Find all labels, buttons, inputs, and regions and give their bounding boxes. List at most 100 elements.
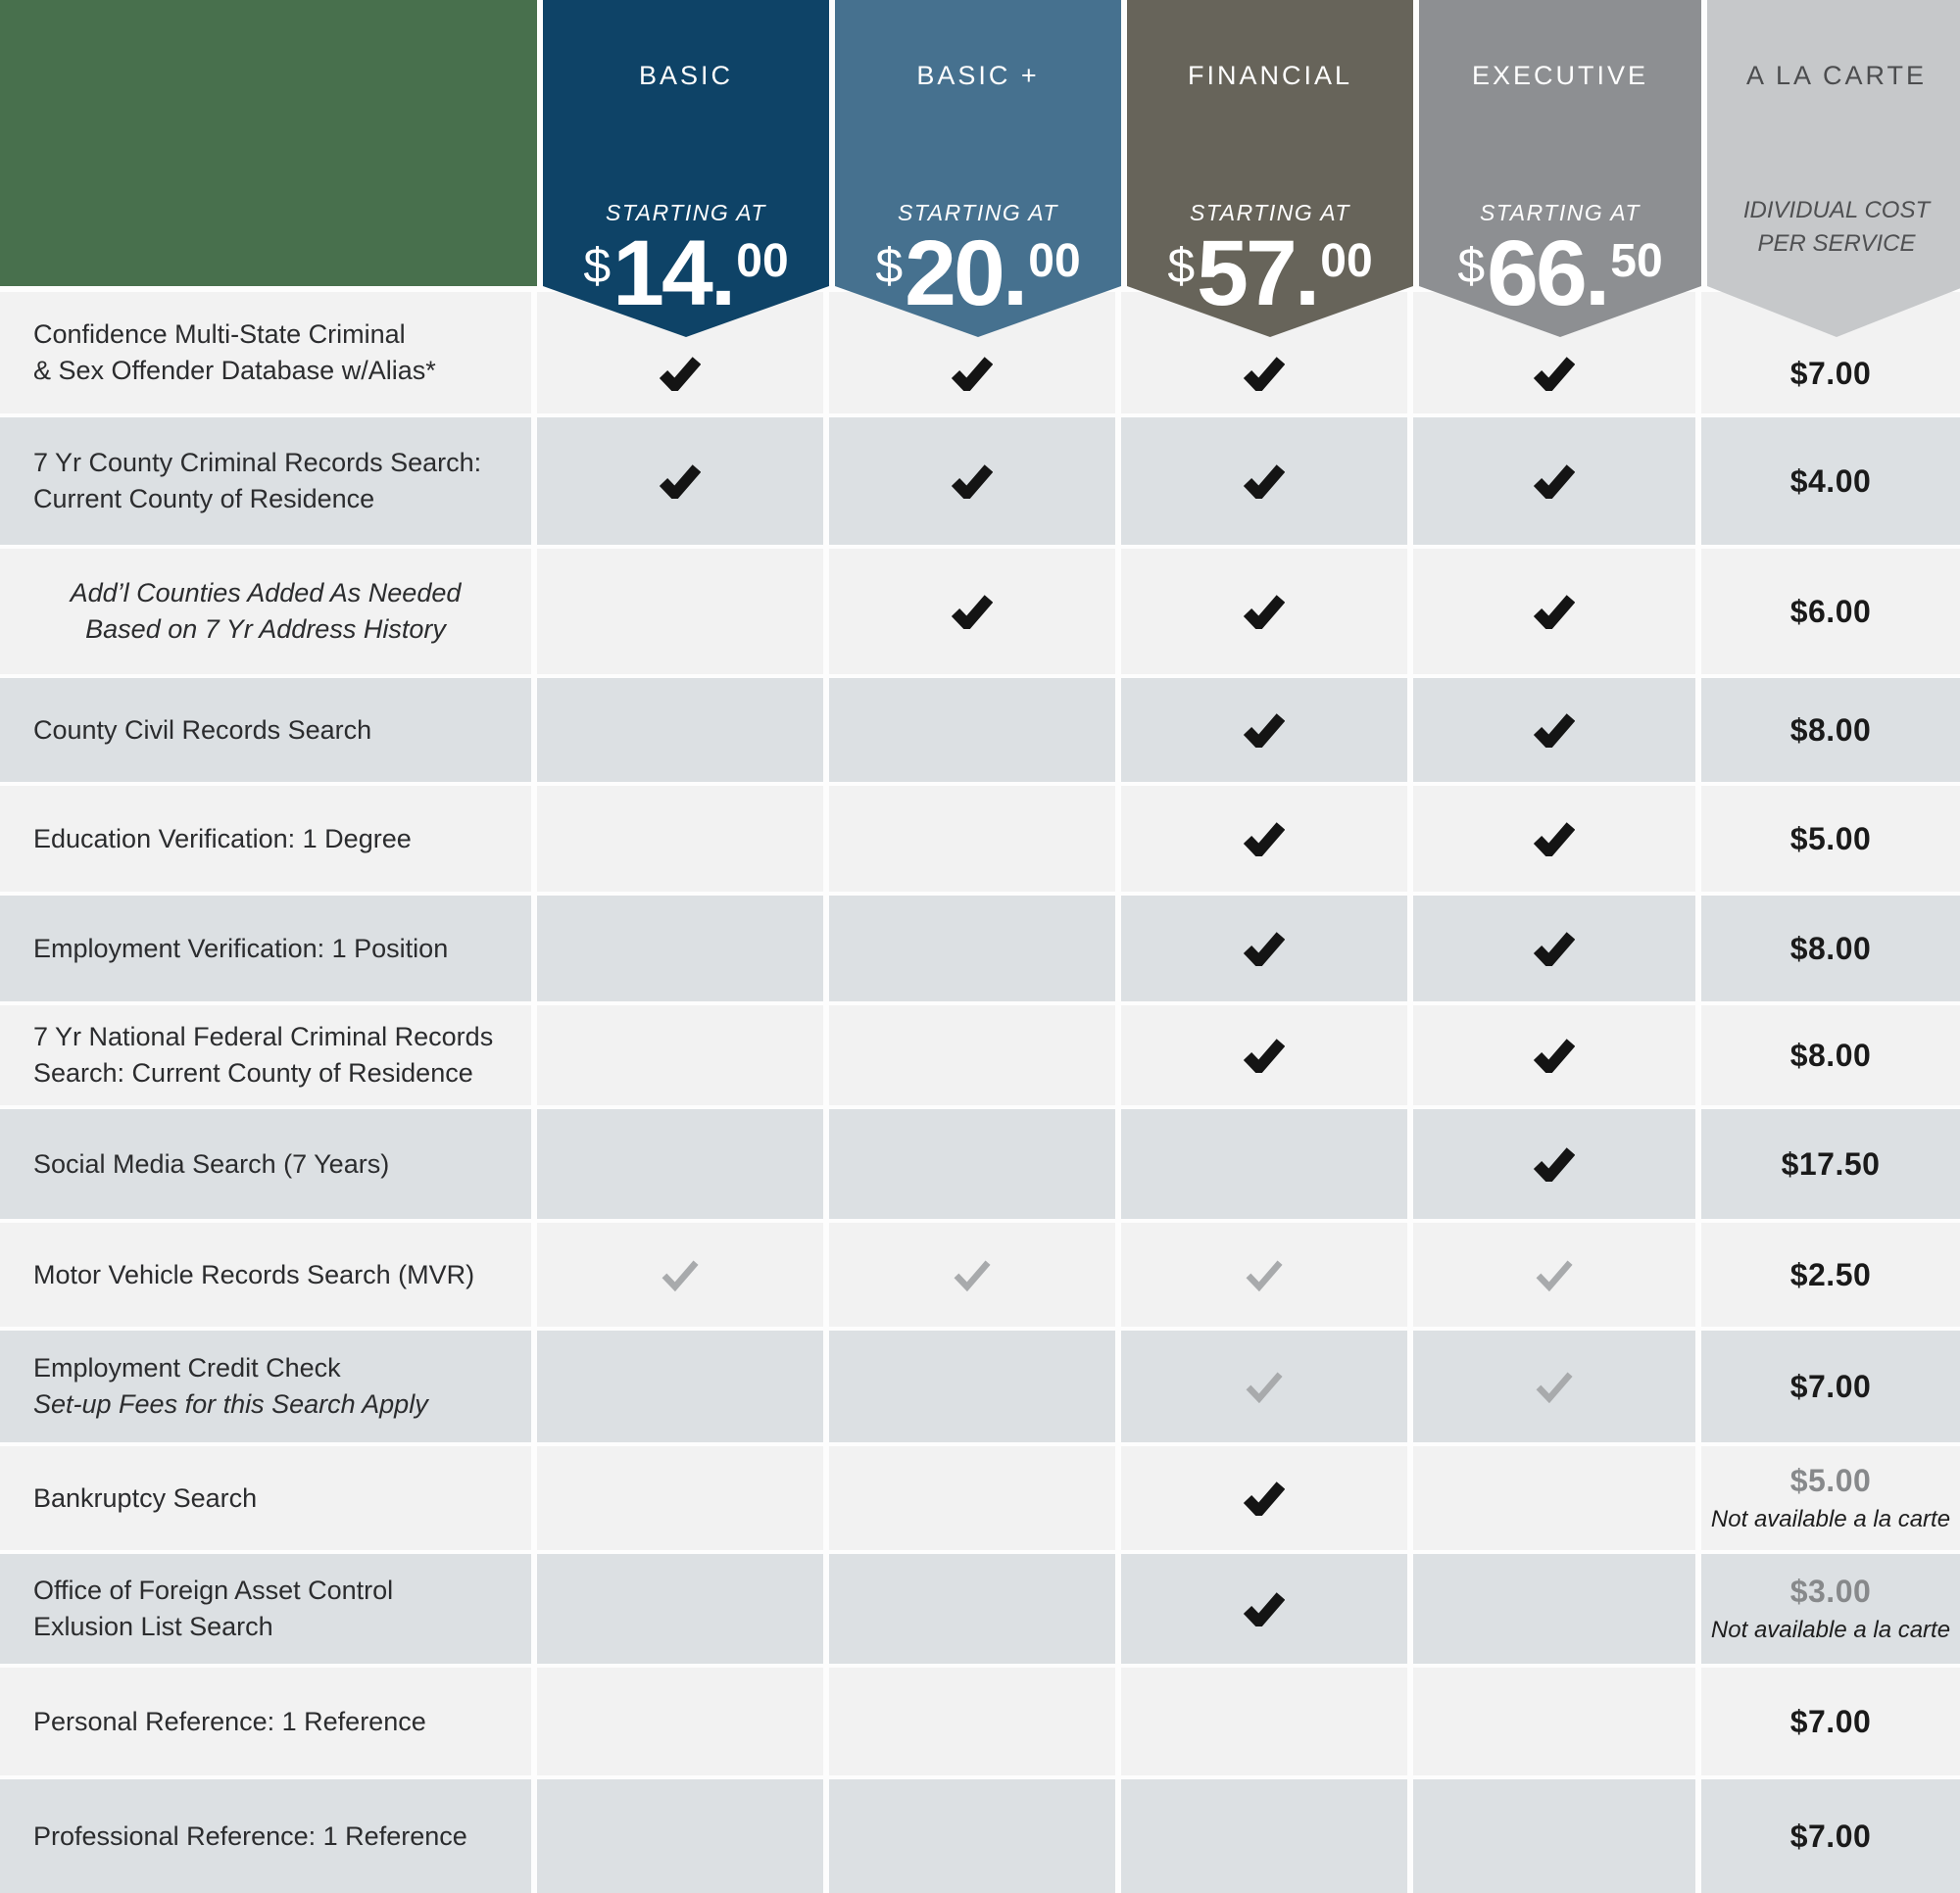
- a-la-carte-price: $8.00: [1789, 711, 1872, 748]
- check-cell-executive: [1413, 786, 1695, 892]
- a-la-carte-price-cell: $3.00 Not available a la carte: [1701, 1554, 1960, 1664]
- starting-at-label: STARTING AT: [1480, 199, 1641, 225]
- price-note: Not available a la carte: [1710, 1506, 1951, 1532]
- service-label: 7 Yr County Criminal Records Search: Curr…: [0, 417, 531, 545]
- a-la-carte-price: $7.00: [1789, 1703, 1872, 1739]
- check-icon: [1246, 1260, 1283, 1291]
- check-cell-executive: [1413, 549, 1695, 674]
- plan-column-header-a-la-carte: A LA CARTE IDIVIDUAL COST PER SERVICE: [1707, 0, 1960, 337]
- plan-column-header-basic: BASIC STARTING AT $ 14. 00: [543, 0, 829, 337]
- check-cell-basic: [537, 417, 823, 545]
- check-cell-financial: [1121, 1005, 1407, 1105]
- check-cell-executive: [1413, 1005, 1695, 1105]
- table-row: Office of Foreign Asset Control Exlusion …: [0, 1554, 1960, 1664]
- price-dollars: 66.: [1487, 220, 1608, 325]
- service-label-line: Current County of Residence: [33, 484, 375, 513]
- a-la-carte-price: $4.00: [1789, 462, 1872, 499]
- a-la-carte-price: $17.50: [1781, 1145, 1881, 1182]
- service-label: Social Media Search (7 Years): [0, 1109, 531, 1219]
- service-label: Employment Verification: 1 Position: [0, 896, 531, 1001]
- service-label-line: Social Media Search (7 Years): [33, 1148, 390, 1179]
- service-label-line: Set-up Fees for this Search Apply: [33, 1389, 428, 1419]
- a-la-carte-price-cell: $5.00: [1701, 786, 1960, 892]
- service-label: 7 Yr National Federal Criminal Records Se…: [0, 1005, 531, 1105]
- check-cell-executive: [1413, 678, 1695, 782]
- check-cell-basic: [537, 1554, 823, 1664]
- check-cell-basic: [537, 1779, 823, 1893]
- check-cell-executive: [1413, 292, 1695, 413]
- price-cents: 00: [1028, 234, 1081, 287]
- check-icon: [1534, 932, 1575, 966]
- check-icon: [1244, 1592, 1285, 1626]
- check-cell-basic: [537, 292, 823, 413]
- check-icon: [1534, 464, 1575, 499]
- check-cell-basic-plus: [829, 1446, 1115, 1550]
- check-cell-basic: [537, 1223, 823, 1327]
- a-la-carte-price: $5.00: [1789, 1463, 1872, 1498]
- plan-column-header-financial: FINANCIAL STARTING AT $ 57. 00: [1127, 0, 1413, 337]
- check-cell-executive: [1413, 417, 1695, 545]
- starting-price: $ 57. 00: [1167, 237, 1372, 310]
- check-cell-basic: [537, 1446, 823, 1550]
- check-cell-financial: [1121, 1223, 1407, 1327]
- service-label-line: Employment Credit Check: [33, 1353, 341, 1383]
- service-label: Confidence Multi-State Criminal & Sex Off…: [0, 292, 531, 413]
- check-icon: [1244, 1039, 1285, 1073]
- table-row: Motor Vehicle Records Search (MVR) $2.50: [0, 1223, 1960, 1327]
- service-label-line: Bankruptcy Search: [33, 1482, 258, 1513]
- check-cell-basic: [537, 786, 823, 892]
- check-cell-executive: [1413, 1109, 1695, 1219]
- check-icon: [1534, 595, 1575, 629]
- service-label: Professional Reference: 1 Reference: [0, 1779, 531, 1893]
- check-cell-basic-plus: [829, 1005, 1115, 1105]
- check-icon: [1244, 595, 1285, 629]
- plans-header: BASIC STARTING AT $ 14. 00 BASIC + START…: [0, 0, 1960, 286]
- check-icon: [1534, 713, 1575, 748]
- check-cell-financial: [1121, 1446, 1407, 1550]
- table-row: Add’l Counties Added As Needed Based on 7…: [0, 549, 1960, 674]
- check-cell-financial: [1121, 1668, 1407, 1775]
- a-la-carte-price-cell: $8.00: [1701, 896, 1960, 1001]
- table-row: County Civil Records Search $8.00: [0, 678, 1960, 782]
- service-label-line: & Sex Offender Database w/Alias*: [33, 356, 436, 385]
- check-cell-basic-plus: [829, 1668, 1115, 1775]
- service-label-line: 7 Yr National Federal Criminal Records: [33, 1022, 494, 1051]
- check-cell-basic: [537, 896, 823, 1001]
- service-label-line: Exlusion List Search: [33, 1612, 273, 1641]
- starting-at-label: STARTING AT: [898, 199, 1058, 225]
- service-label-line: Based on 7 Yr Address History: [85, 614, 446, 644]
- check-cell-basic: [537, 1331, 823, 1442]
- table-row: Professional Reference: 1 Reference $7.0…: [0, 1779, 1960, 1893]
- price-cents: 00: [736, 234, 789, 287]
- check-icon: [1244, 822, 1285, 856]
- check-cell-basic-plus: [829, 549, 1115, 674]
- check-icon: [1244, 932, 1285, 966]
- a-la-carte-price: $7.00: [1789, 1368, 1872, 1404]
- price-dollars: 20.: [905, 220, 1026, 325]
- service-label: County Civil Records Search: [0, 678, 531, 782]
- price-note: Not available a la carte: [1710, 1617, 1951, 1643]
- check-cell-executive: [1413, 1554, 1695, 1664]
- a-la-carte-price: $7.00: [1789, 1818, 1872, 1854]
- check-cell-basic: [537, 549, 823, 674]
- check-cell-basic: [537, 678, 823, 782]
- check-cell-financial: [1121, 678, 1407, 782]
- currency-symbol: $: [1457, 237, 1486, 293]
- plan-title: BASIC: [638, 61, 734, 90]
- service-label-line: Personal Reference: 1 Reference: [33, 1706, 426, 1736]
- check-icon: [662, 1260, 699, 1291]
- price-cents: 00: [1320, 234, 1373, 287]
- check-cell-executive: [1413, 1668, 1695, 1775]
- a-la-carte-price-cell: $17.50: [1701, 1109, 1960, 1219]
- table-row: 7 Yr National Federal Criminal Records Se…: [0, 1005, 1960, 1105]
- check-cell-executive: [1413, 1223, 1695, 1327]
- table-row: Confidence Multi-State Criminal & Sex Off…: [0, 292, 1960, 413]
- check-icon: [660, 464, 701, 499]
- check-cell-basic-plus: [829, 417, 1115, 545]
- check-cell-basic-plus: [829, 1223, 1115, 1327]
- service-label-line: Add’l Counties Added As Needed: [70, 578, 462, 607]
- check-icon: [1536, 1372, 1573, 1403]
- check-icon: [1244, 357, 1285, 391]
- table-row: Education Verification: 1 Degree $5.00: [0, 786, 1960, 892]
- service-label-line: Professional Reference: 1 Reference: [33, 1820, 467, 1851]
